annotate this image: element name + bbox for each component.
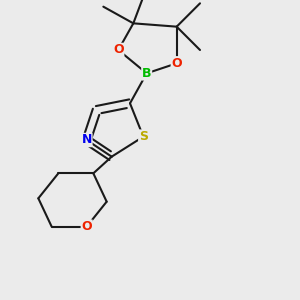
Text: N: N xyxy=(82,134,92,146)
Text: O: O xyxy=(81,220,92,233)
Text: B: B xyxy=(142,67,152,80)
Text: S: S xyxy=(139,130,148,143)
Text: O: O xyxy=(171,57,182,70)
Text: O: O xyxy=(113,44,124,56)
